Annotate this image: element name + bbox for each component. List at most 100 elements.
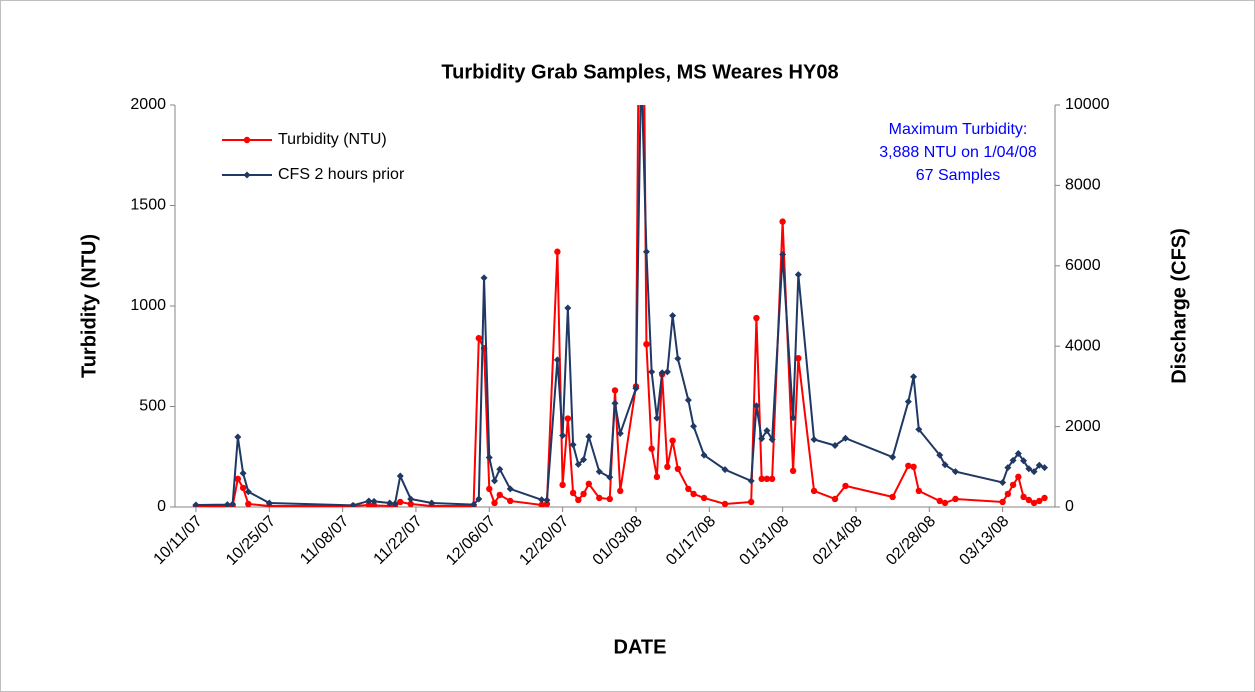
point — [936, 451, 944, 459]
point — [564, 415, 572, 422]
y2-tick-label: 6000 — [1065, 257, 1101, 274]
point — [753, 314, 760, 322]
point — [915, 487, 923, 495]
point — [674, 465, 682, 473]
point — [648, 445, 655, 452]
point — [685, 485, 692, 493]
point — [543, 496, 551, 504]
point — [470, 501, 478, 507]
point — [244, 488, 252, 496]
point — [999, 478, 1007, 486]
point — [779, 251, 787, 259]
point — [664, 463, 671, 470]
point — [910, 463, 917, 470]
y-axis-label: Turbidity (NTU) — [78, 234, 100, 378]
point — [564, 304, 572, 312]
point — [795, 355, 802, 362]
point — [758, 475, 765, 483]
point — [910, 373, 918, 381]
point — [721, 500, 729, 507]
point — [391, 500, 399, 507]
x-axis-label: DATE — [614, 636, 667, 658]
point — [1030, 499, 1038, 507]
point — [554, 248, 561, 255]
point — [192, 501, 200, 507]
point — [569, 489, 577, 497]
legend-label: CFS 2 hours prior — [278, 166, 405, 183]
point — [747, 477, 755, 485]
point — [606, 495, 613, 503]
point — [663, 368, 671, 376]
y-tick-label: 0 — [157, 498, 166, 515]
annotation: 67 Samples — [916, 167, 1001, 184]
plot-area — [192, 105, 1049, 507]
point — [349, 501, 357, 507]
point — [370, 497, 378, 505]
point — [428, 499, 436, 507]
point — [669, 437, 676, 444]
point — [569, 441, 577, 449]
point — [747, 498, 755, 506]
y-tick-label: 500 — [139, 398, 166, 415]
point — [538, 501, 545, 507]
point — [585, 480, 593, 488]
point — [1020, 493, 1027, 501]
point — [653, 414, 661, 422]
y-tick-label: 1000 — [130, 297, 166, 314]
point — [752, 402, 760, 410]
point — [396, 472, 404, 480]
point — [653, 473, 661, 481]
y2-tick-label: 10000 — [1065, 96, 1110, 113]
point — [684, 396, 692, 404]
y2-tick-label: 4000 — [1065, 337, 1101, 354]
point — [1035, 461, 1043, 469]
point — [810, 435, 818, 443]
point — [1025, 465, 1033, 473]
point — [596, 494, 603, 502]
point — [658, 369, 666, 377]
point — [831, 441, 839, 449]
point — [779, 218, 786, 225]
point — [669, 312, 677, 320]
point — [643, 340, 650, 348]
point — [580, 490, 587, 498]
point — [842, 482, 849, 490]
point — [1014, 450, 1022, 458]
point — [700, 451, 708, 459]
point — [758, 435, 766, 443]
point — [234, 475, 242, 483]
point — [690, 490, 697, 498]
point — [721, 466, 729, 474]
point — [575, 496, 582, 504]
point — [491, 477, 499, 485]
point — [223, 501, 231, 507]
point — [1015, 473, 1022, 481]
point — [936, 497, 943, 505]
point — [475, 334, 483, 342]
point — [574, 460, 582, 468]
point — [365, 497, 373, 505]
point — [386, 499, 394, 507]
y2-tick-label: 0 — [1065, 498, 1074, 515]
point — [1020, 457, 1028, 465]
point — [789, 414, 797, 422]
point — [1025, 496, 1033, 504]
point — [841, 434, 849, 442]
annotation: 3,888 NTU on 1/04/08 — [879, 144, 1037, 161]
point — [1041, 494, 1048, 502]
point — [1009, 481, 1017, 489]
point — [763, 427, 771, 435]
y2-axis-label: Discharge (CFS) — [1168, 228, 1190, 384]
point — [904, 398, 912, 406]
point — [265, 499, 273, 507]
point — [794, 271, 802, 279]
point — [789, 467, 797, 475]
point — [941, 499, 949, 507]
point — [486, 485, 493, 493]
point — [999, 498, 1006, 506]
point — [768, 435, 776, 443]
annotation: Maximum Turbidity: — [889, 121, 1028, 138]
point — [496, 465, 504, 473]
